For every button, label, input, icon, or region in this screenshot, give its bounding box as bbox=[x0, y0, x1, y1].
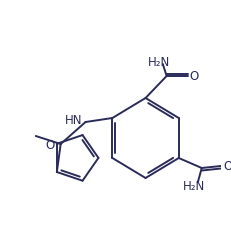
Text: HN: HN bbox=[64, 115, 82, 127]
Text: O: O bbox=[190, 69, 199, 83]
Text: O: O bbox=[46, 139, 55, 152]
Text: O: O bbox=[223, 159, 231, 173]
Text: H₂N: H₂N bbox=[148, 56, 170, 68]
Text: H₂N: H₂N bbox=[183, 180, 205, 192]
